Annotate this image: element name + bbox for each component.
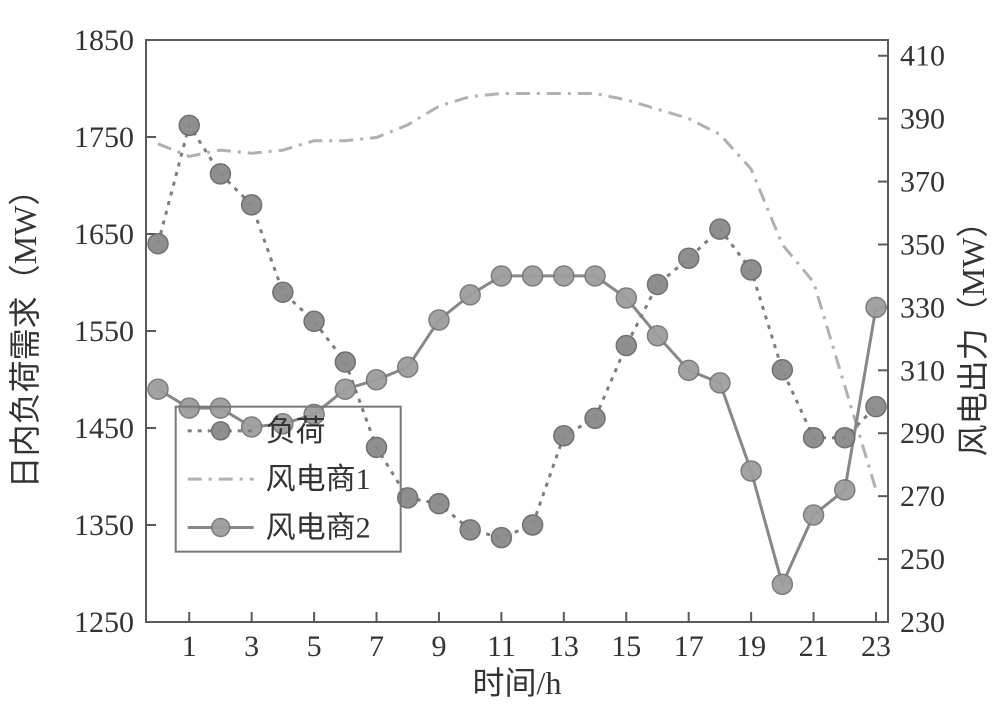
- x-tick-label: 1: [182, 630, 197, 663]
- legend-label: 风电商2: [266, 511, 371, 544]
- series-wind2-marker: [335, 379, 355, 399]
- series-wind2-marker: [398, 357, 418, 377]
- legend-label: 风电商1: [266, 463, 371, 496]
- series-wind2-marker: [554, 266, 574, 286]
- series-load-marker: [148, 234, 168, 254]
- series-wind2-marker: [616, 288, 636, 308]
- series-load-marker: [367, 437, 387, 457]
- series-load-marker: [647, 274, 667, 294]
- series-load-marker: [273, 282, 293, 302]
- legend-marker-wind2: [212, 518, 230, 536]
- series-load-marker: [179, 115, 199, 135]
- series-wind2-marker: [148, 379, 168, 399]
- series-load-marker: [585, 408, 605, 428]
- yr-tick-label: 270: [900, 480, 945, 513]
- series-wind2-marker: [367, 370, 387, 390]
- series-load-marker: [835, 428, 855, 448]
- series-load-marker: [710, 219, 730, 239]
- series-wind2-marker: [866, 297, 886, 317]
- series-load-marker: [804, 428, 824, 448]
- series-load-marker: [772, 360, 792, 380]
- series-wind2-marker: [523, 266, 543, 286]
- series-load-marker: [335, 352, 355, 372]
- yr-tick-label: 330: [900, 291, 945, 324]
- series-wind2-marker: [710, 373, 730, 393]
- yr-tick-label: 250: [900, 543, 945, 576]
- yl-tick-label: 1250: [74, 606, 134, 639]
- chart-svg: 1357911131517192123时间/h12501350145015501…: [0, 0, 1000, 713]
- series-wind2-marker: [772, 574, 792, 594]
- yr-tick-label: 290: [900, 417, 945, 450]
- series-wind2-marker: [585, 266, 605, 286]
- yl-tick-label: 1650: [74, 218, 134, 251]
- yl-tick-label: 1850: [74, 24, 134, 57]
- series-load-marker: [554, 426, 574, 446]
- yl-tick-label: 1550: [74, 315, 134, 348]
- series-load-marker: [460, 520, 480, 540]
- series-wind2-marker: [647, 326, 667, 346]
- x-tick-label: 23: [861, 630, 891, 663]
- x-tick-label: 5: [307, 630, 322, 663]
- series-load-marker: [616, 336, 636, 356]
- series-wind2-marker: [429, 310, 449, 330]
- series-load-marker: [679, 248, 699, 268]
- yr-tick-label: 230: [900, 606, 945, 639]
- series-wind2-marker: [835, 480, 855, 500]
- y-right-title: 风电出力（MW）: [955, 206, 991, 457]
- series-load-marker: [210, 164, 230, 184]
- x-tick-label: 3: [244, 630, 259, 663]
- yr-tick-label: 310: [900, 354, 945, 387]
- y-left-title: 日内负荷需求（MW）: [7, 174, 43, 489]
- legend-marker-load: [212, 422, 230, 440]
- series-wind2-marker: [179, 398, 199, 418]
- series-load-marker: [429, 494, 449, 514]
- yr-tick-label: 410: [900, 40, 945, 73]
- legend-label: 负荷: [266, 415, 326, 448]
- series-load-marker: [242, 195, 262, 215]
- series-wind2-marker: [210, 398, 230, 418]
- chart-container: { "canvas": { "w": 1000, "h": 713 }, "pl…: [0, 0, 1000, 713]
- series-load-marker: [741, 260, 761, 280]
- x-tick-label: 15: [611, 630, 641, 663]
- yl-tick-label: 1450: [74, 412, 134, 445]
- x-tick-label: 11: [487, 630, 516, 663]
- yl-tick-label: 1350: [74, 509, 134, 542]
- x-tick-label: 19: [736, 630, 766, 663]
- series-load-marker: [523, 515, 543, 535]
- series-wind2-marker: [741, 461, 761, 481]
- x-tick-label: 13: [549, 630, 579, 663]
- yr-tick-label: 370: [900, 166, 945, 199]
- series-load-marker: [491, 528, 511, 548]
- series-wind2-marker: [679, 360, 699, 380]
- series-wind2-marker: [242, 417, 262, 437]
- plot-frame: [146, 40, 888, 622]
- x-tick-label: 21: [799, 630, 829, 663]
- x-tick-label: 17: [674, 630, 704, 663]
- x-tick-label: 7: [369, 630, 384, 663]
- series-wind2-marker: [460, 285, 480, 305]
- x-axis-title: 时间/h: [473, 665, 562, 701]
- series-wind2-marker: [804, 505, 824, 525]
- series-load-marker: [866, 397, 886, 417]
- yr-tick-label: 350: [900, 228, 945, 261]
- series-wind2-marker: [491, 266, 511, 286]
- series-load-marker: [304, 311, 324, 331]
- yr-tick-label: 390: [900, 103, 945, 136]
- x-tick-label: 9: [431, 630, 446, 663]
- yl-tick-label: 1750: [74, 121, 134, 154]
